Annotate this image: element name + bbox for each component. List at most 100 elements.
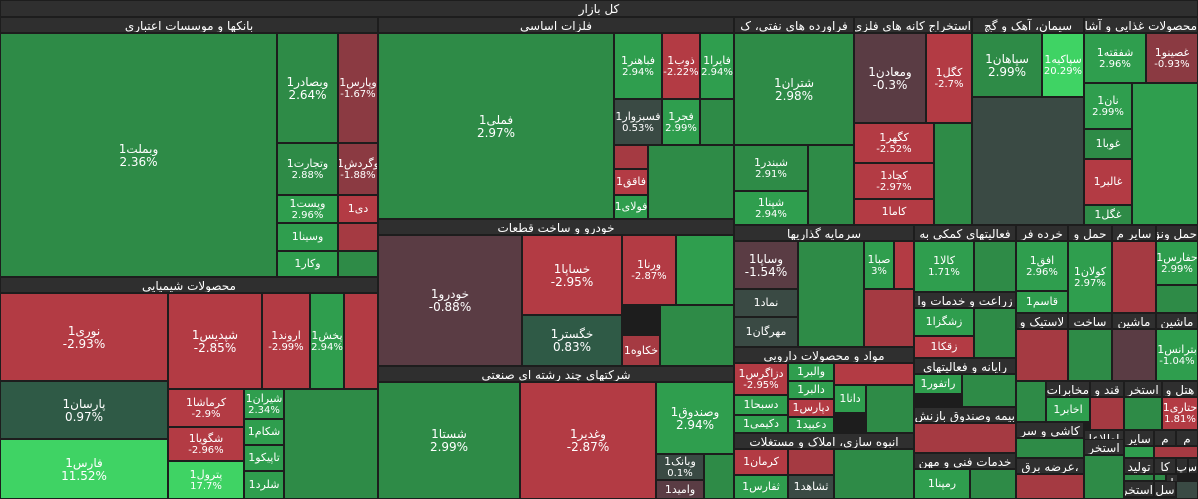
- sector-header-cement[interactable]: سیمان، آهک و گچ: [972, 17, 1084, 33]
- tile-vgardesh[interactable]: وگردش1-1.88%: [338, 143, 378, 195]
- tile-zshgoza[interactable]: زشگزا1: [914, 308, 974, 336]
- tile-btrans[interactable]: بترانس1 -1.04%: [1156, 329, 1198, 381]
- tile-sub-sugar-a[interactable]: [1090, 397, 1124, 430]
- tile-sepahan[interactable]: سپاهان1 2.99%: [972, 33, 1042, 97]
- tile-sub-aux-a[interactable]: [974, 241, 1016, 292]
- sector-header-chem[interactable]: محصولات شیمیایی: [0, 277, 378, 293]
- tile-arvand[interactable]: اروند1 -2.99%: [262, 293, 310, 389]
- sector-header-machine[interactable]: ماشین: [1112, 313, 1156, 329]
- tile-shlard[interactable]: شلرد1: [244, 471, 284, 499]
- tile-vmaaden[interactable]: ومعادن1 -0.3%: [854, 33, 926, 123]
- tile-shafaghte[interactable]: شفقته1 2.96%: [1084, 33, 1146, 83]
- tile-sub-metal-a[interactable]: [700, 99, 734, 145]
- tile-sub-tolid-a[interactable]: [1124, 474, 1154, 481]
- sector-header-comm[interactable]: مخابرات: [1046, 381, 1090, 397]
- tile-vtejarat[interactable]: وتجارت1 2.88%: [277, 143, 338, 195]
- tile-sub-right-a[interactable]: [1016, 381, 1046, 422]
- tile-sub-metal-b[interactable]: [614, 145, 648, 169]
- sector-header-real[interactable]: انبوه سازی، املاک و مستغلات: [734, 433, 914, 449]
- tile-fmelli[interactable]: فملی1 2.97%: [378, 33, 614, 219]
- sector-header-sp[interactable]: س: [1188, 458, 1198, 474]
- sector-header-m1[interactable]: م: [1154, 430, 1176, 446]
- tile-sub-chem-b[interactable]: [284, 389, 378, 499]
- sector-header-invest[interactable]: سرمایه گذاریها: [734, 225, 914, 241]
- tile-sub-mining-a[interactable]: [934, 123, 972, 225]
- tile-vbank[interactable]: وبانک1 0.1%: [656, 454, 704, 480]
- tile-sub-multi-a[interactable]: [704, 454, 734, 499]
- tile-valbor[interactable]: والبر1: [788, 363, 834, 381]
- sector-header-kh[interactable]: کا: [1154, 458, 1176, 474]
- tile-sub-metal-c[interactable]: [648, 145, 734, 219]
- tile-ghasino[interactable]: غصینو1 -0.93%: [1146, 33, 1198, 83]
- tile-hafars[interactable]: حفارس1 2.99%: [1156, 241, 1198, 285]
- tile-vomid[interactable]: وامید1: [656, 480, 704, 499]
- sector-header-build[interactable]: ساخت: [1068, 313, 1112, 329]
- tile-vsina[interactable]: وسینا1: [277, 223, 338, 251]
- tile-shbandar[interactable]: شبندر1 2.91%: [734, 145, 808, 191]
- tile-sub-other-a[interactable]: [1112, 241, 1156, 313]
- tile-shgoya[interactable]: شگویا1 -2.96%: [168, 427, 244, 461]
- tile-vpars[interactable]: وپارس1 -1.67%: [338, 33, 378, 143]
- tile-noori[interactable]: نوری1 -2.93%: [0, 293, 168, 381]
- tile-sub-machine-a[interactable]: [1112, 329, 1156, 381]
- tile-sub-bank-b[interactable]: [338, 251, 378, 277]
- tile-vbmellat[interactable]: وبملت1 2.36%: [0, 33, 277, 277]
- sector-header-textile[interactable]: لاستیک و: [1016, 313, 1068, 329]
- tile-kala[interactable]: کالا1 1.71%: [914, 241, 974, 292]
- tile-dsobha[interactable]: دسبحا1: [734, 395, 788, 415]
- tile-faghq[interactable]: فاقق1: [614, 169, 648, 195]
- sector-header-other[interactable]: سایر م: [1112, 225, 1156, 241]
- sector-header-extract[interactable]: استخر: [1124, 381, 1162, 397]
- tile-sub-tech-a[interactable]: [970, 469, 1016, 499]
- tile-ratfor[interactable]: راتفور1: [914, 374, 962, 394]
- tile-sub-auto-a[interactable]: [676, 235, 734, 305]
- tile-vsandogh[interactable]: وصندوق1 2.94%: [656, 382, 734, 454]
- tile-sub-m-a[interactable]: [1154, 446, 1198, 458]
- tile-dzagros[interactable]: دزاگرس1 -2.95%: [734, 363, 788, 395]
- tile-kermasha[interactable]: کرماشا1 -2.9%: [168, 389, 244, 427]
- tile-sub-auto-b[interactable]: [660, 305, 734, 366]
- tile-khgostar[interactable]: خگستر1 0.83%: [522, 315, 622, 366]
- tile-faira[interactable]: فایرا1 2.94%: [700, 33, 734, 99]
- tile-vghadir[interactable]: وغدیر1 -2.87%: [520, 382, 656, 499]
- tile-ofogh[interactable]: افق1 2.96%: [1016, 241, 1068, 291]
- tile-sub-kh-a[interactable]: [1154, 474, 1166, 481]
- tile-ghgol[interactable]: غگل1: [1084, 205, 1132, 225]
- tile-sub-pharma-a[interactable]: [834, 363, 914, 385]
- tile-khodro[interactable]: خودرو1 -0.88%: [378, 235, 522, 366]
- sector-header-computer[interactable]: رایانه و فعالیتهای: [914, 358, 1016, 374]
- tile-kerman[interactable]: کرمان1: [734, 449, 788, 475]
- sector-header-insurance[interactable]: بیمه وصندوق بازنش: [914, 407, 1016, 423]
- tile-sub-ceramic-a[interactable]: [1016, 438, 1084, 458]
- tile-zob[interactable]: ذوب1 -2.22%: [662, 33, 700, 99]
- tile-khsapa[interactable]: خساپا1 -2.95%: [522, 235, 622, 315]
- tile-sub-insurance-a[interactable]: [914, 423, 1016, 453]
- tile-sfars[interactable]: ثفارس1: [734, 475, 788, 499]
- tile-sshahed[interactable]: ثشاهد1: [788, 475, 834, 499]
- tile-spakie[interactable]: سپاکیه1 20.29%: [1042, 33, 1084, 97]
- tile-sub-invest-a[interactable]: [798, 241, 864, 347]
- sector-header-agri[interactable]: زراعت و خدمات وا: [914, 292, 1016, 308]
- tile-vsapa[interactable]: وساپا1 -1.54%: [734, 241, 798, 289]
- tile-shepdis[interactable]: شپدیس1 -2.85%: [168, 293, 262, 389]
- sector-header-extract3[interactable]: استخر: [1124, 481, 1154, 497]
- tile-dana[interactable]: دانا1: [834, 385, 866, 413]
- tile-sub-computer-a[interactable]: [962, 374, 1016, 407]
- tile-sub-invest-b[interactable]: [864, 289, 914, 347]
- sector-header-sl[interactable]: سل: [1154, 481, 1176, 497]
- tile-sub-bank-a[interactable]: [338, 223, 378, 251]
- tile-fajr[interactable]: فجر1 2.99%: [662, 99, 700, 145]
- tile-shasta[interactable]: شستا1 2.99%: [378, 382, 520, 499]
- tile-ghoba[interactable]: غوبا1: [1084, 129, 1132, 159]
- tile-sub-invest-c[interactable]: [894, 241, 914, 289]
- sector-header-ceramic[interactable]: کاشی و سر: [1016, 422, 1084, 438]
- tile-sub-sayer-a[interactable]: [1124, 446, 1154, 458]
- sector-header-transport[interactable]: حمل و: [1068, 225, 1112, 241]
- tile-sub-cement-a[interactable]: [972, 97, 1084, 225]
- sector-header-machine2[interactable]: ماشین: [1156, 313, 1198, 329]
- sector-header-sugar[interactable]: قند و: [1090, 381, 1124, 397]
- sector-header-oil[interactable]: فراورده های نفتی، ک: [734, 17, 854, 33]
- tile-dey[interactable]: دی1: [338, 195, 378, 223]
- tile-sub-real-b[interactable]: [834, 449, 914, 499]
- tile-ghalbar[interactable]: غالبر1: [1084, 159, 1132, 205]
